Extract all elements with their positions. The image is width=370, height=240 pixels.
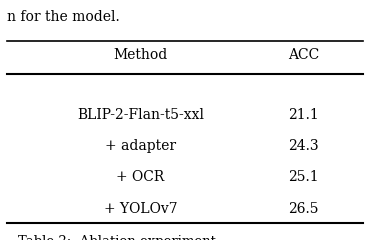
Text: + adapter: + adapter — [105, 139, 176, 153]
Text: 26.5: 26.5 — [288, 202, 319, 216]
Text: BLIP-2-Flan-t5-xxl: BLIP-2-Flan-t5-xxl — [77, 108, 204, 122]
Text: + YOLOv7: + YOLOv7 — [104, 202, 177, 216]
Text: 21.1: 21.1 — [288, 108, 319, 122]
Text: ACC: ACC — [288, 48, 319, 62]
Text: Method: Method — [114, 48, 168, 62]
Text: + OCR: + OCR — [117, 170, 165, 184]
Text: 24.3: 24.3 — [288, 139, 319, 153]
Text: n for the model.: n for the model. — [7, 10, 120, 24]
Text: 25.1: 25.1 — [288, 170, 319, 184]
Text: Table 2:  Ablation experiment.: Table 2: Ablation experiment. — [18, 235, 221, 240]
